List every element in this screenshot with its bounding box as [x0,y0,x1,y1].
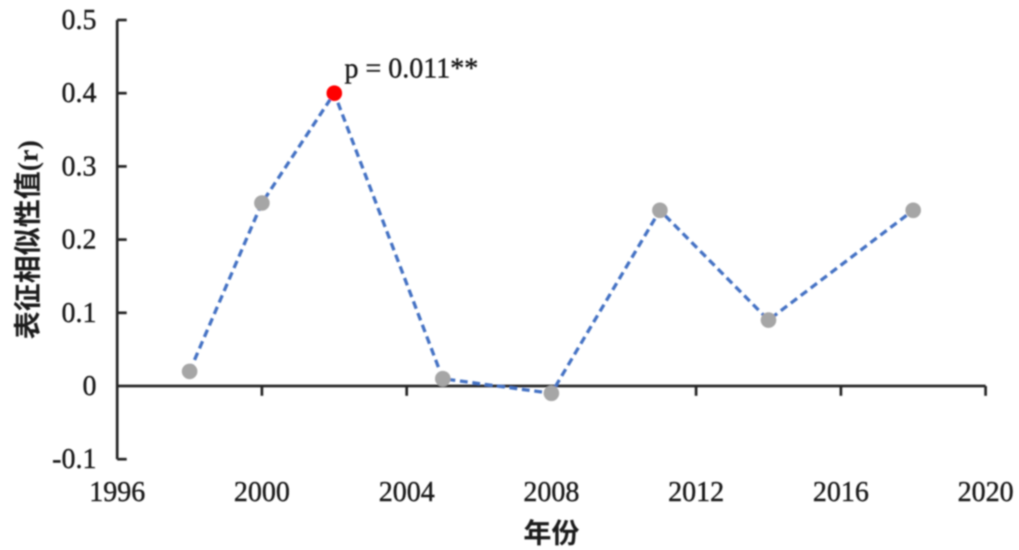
svg-text:2000: 2000 [234,477,290,508]
svg-text:0.5: 0.5 [62,5,97,36]
svg-text:0: 0 [83,371,97,402]
svg-text:(r): (r) [14,140,45,171]
svg-text:0.1: 0.1 [62,298,97,329]
svg-text:2008: 2008 [523,477,579,508]
svg-text:0.2: 0.2 [62,225,97,256]
svg-text:p = 0.011**: p = 0.011** [345,53,479,84]
svg-text:2016: 2016 [813,477,869,508]
svg-text:0.4: 0.4 [62,78,97,109]
svg-text:0.3: 0.3 [62,151,97,182]
svg-text:2020: 2020 [958,477,1014,508]
svg-text:1996: 1996 [89,477,145,508]
svg-text:-0.1: -0.1 [52,444,96,475]
svg-text:2004: 2004 [379,477,435,508]
svg-text:2012: 2012 [668,477,724,508]
